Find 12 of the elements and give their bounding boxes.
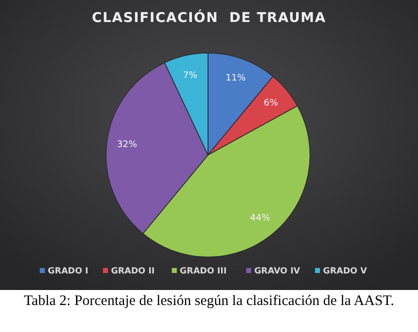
data-label: 6% <box>264 98 278 108</box>
data-label: 32% <box>117 140 138 150</box>
legend-label: GRADO II <box>111 266 155 276</box>
text: Tabla 2: Porcentaje de lesión según la clasificación de la AAST. <box>24 293 394 309</box>
legend-label: GRAVO IV <box>254 266 300 276</box>
legend-label: GRADO V <box>323 266 368 276</box>
legend-label: GRADO III <box>180 266 227 276</box>
data-label: 44% <box>250 213 270 224</box>
chart-title: CLASIFICACIÓN DE TRAUMA <box>92 9 326 26</box>
legend-label: GRADO I <box>48 266 88 276</box>
data-label: 11% <box>226 74 246 84</box>
data-label: 7% <box>183 70 198 81</box>
